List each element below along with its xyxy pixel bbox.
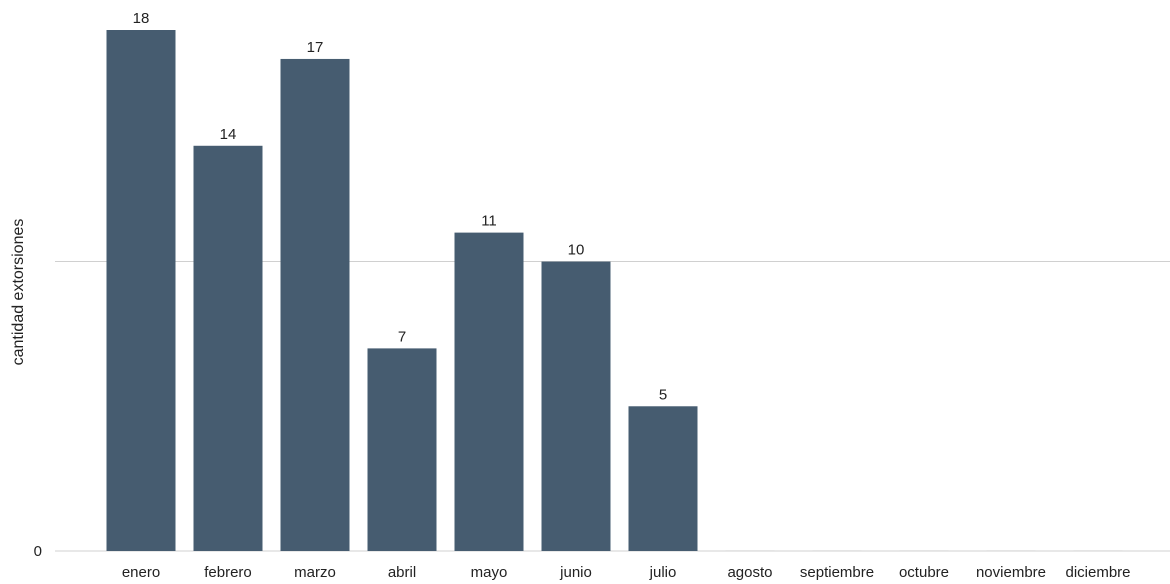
bar-octubre (899, 550, 949, 551)
y-axis-label: cantidad extorsiones (10, 219, 27, 366)
x-tick-label-septiembre: septiembre (800, 564, 874, 581)
x-tick-label-mayo: mayo (471, 564, 508, 581)
data-label-febrero: 14 (220, 126, 237, 143)
x-tick-label-febrero: febrero (204, 564, 252, 581)
x-tick-label-diciembre: diciembre (1065, 564, 1130, 581)
x-tick-label-abril: abril (388, 564, 416, 581)
x-axis-tick-labels: enero febrero marzo abril mayo junio julio agos… (122, 564, 1131, 581)
x-tick-label-agosto: agosto (727, 564, 772, 581)
bar-septiembre (812, 550, 862, 551)
bar-julio (628, 406, 698, 551)
data-label-marzo: 17 (307, 39, 324, 56)
y-tick-label: 0 (34, 543, 42, 560)
x-tick-label-noviembre: noviembre (976, 564, 1046, 581)
bar-abril (367, 348, 437, 551)
bar-junio (541, 261, 611, 551)
data-labels: 18 14 17 7 11 10 5 (133, 10, 668, 403)
data-label-enero: 18 (133, 10, 150, 27)
x-tick-label-octubre: octubre (899, 564, 949, 581)
x-tick-label-junio: junio (559, 564, 592, 581)
data-label-mayo: 11 (481, 213, 497, 230)
bar-diciembre (1073, 550, 1123, 551)
bar-febrero (193, 145, 263, 551)
bar-mayo (454, 232, 524, 551)
bar-noviembre (986, 550, 1036, 551)
bar-agosto (725, 550, 775, 551)
x-tick-label-marzo: marzo (294, 564, 336, 581)
x-tick-label-julio: julio (649, 564, 677, 581)
y-axis-tick-labels: 0 (34, 543, 42, 560)
data-label-abril: 7 (398, 328, 406, 345)
x-tick-label-enero: enero (122, 564, 160, 581)
bar-enero (106, 30, 176, 551)
bar-marzo (280, 58, 350, 551)
bars (106, 30, 1123, 551)
data-label-junio: 10 (568, 242, 585, 259)
data-label-julio: 5 (659, 386, 667, 403)
